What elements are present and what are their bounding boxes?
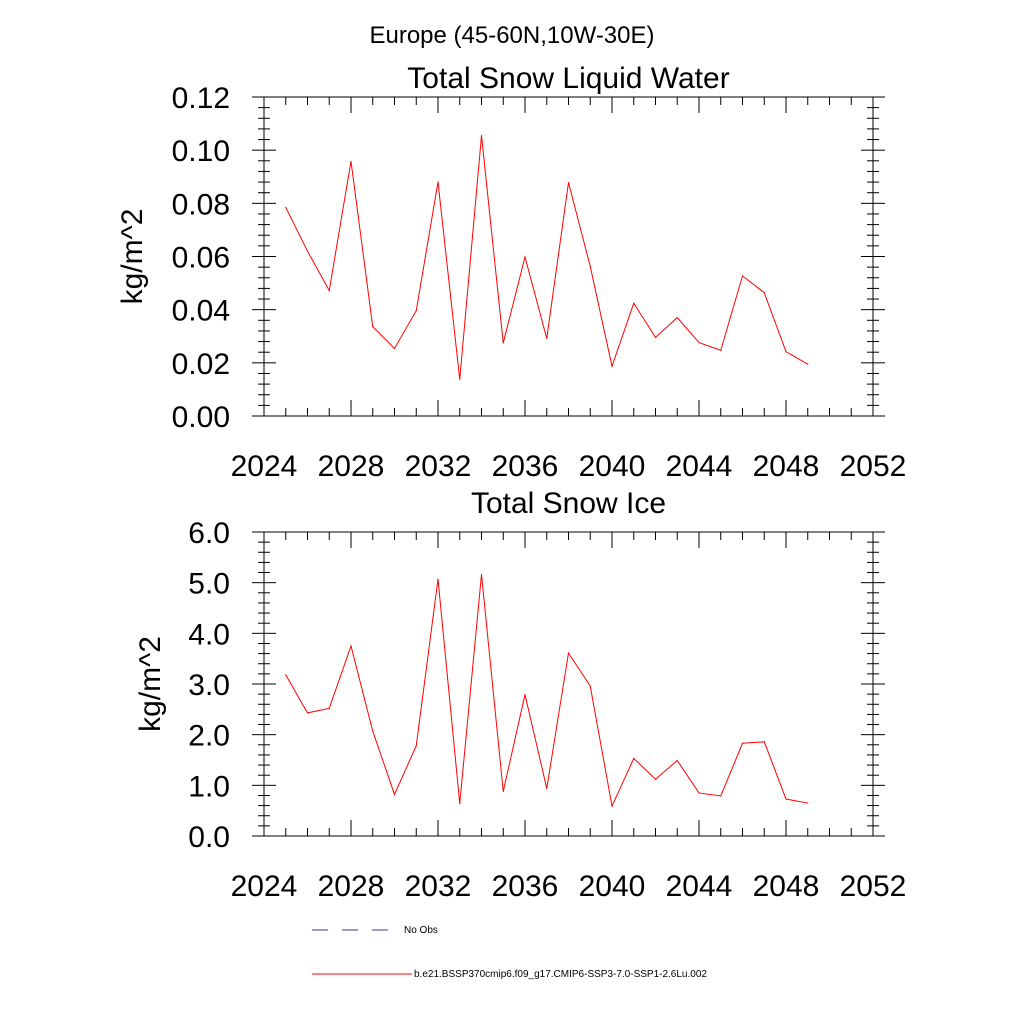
data-point <box>589 265 591 267</box>
legend-obs-label: No Obs <box>404 925 438 936</box>
x-tick-label: 2040 <box>579 450 646 483</box>
data-point <box>502 342 504 344</box>
data-point <box>698 792 700 794</box>
data-point <box>654 336 657 338</box>
y-tick-label: 4.0 <box>188 618 230 651</box>
data-point <box>328 707 330 709</box>
legend-model-label: b.e21.BSSP370cmip6.f09_g17.CMIP6-SSP3-7.… <box>414 969 707 980</box>
data-point <box>720 795 722 797</box>
data-point <box>393 347 396 350</box>
data-point <box>720 349 722 351</box>
x-tick-label: 2052 <box>840 870 907 903</box>
x-tick-label: 2052 <box>840 450 907 483</box>
data-point <box>763 741 765 743</box>
x-tick-label: 2024 <box>231 450 298 483</box>
data-point <box>502 790 504 793</box>
data-point <box>480 573 483 576</box>
y-tick-label: 0.02 <box>172 348 230 381</box>
y-tick-label: 5.0 <box>188 568 230 601</box>
x-tick-label: 2048 <box>753 450 820 483</box>
data-point <box>372 326 374 328</box>
legend: No Obs b.e21.BSSP370cmip6.f09_g17.CMIP6-… <box>312 925 707 980</box>
data-point <box>480 134 483 137</box>
data-point <box>546 337 548 339</box>
panel-snow-liquid-water: Total Snow Liquid Water kg/m^2 2024 2028 203… <box>116 62 906 483</box>
panel-snow-ice: Total Snow Ice kg/m^2 2024 2028 2032 2036 2040… <box>134 487 906 903</box>
data-point <box>393 793 396 796</box>
data-point <box>524 256 526 258</box>
data-point <box>459 802 461 805</box>
chart-title: Total Snow Ice <box>471 487 666 520</box>
data-point <box>415 310 417 312</box>
data-point <box>415 745 417 747</box>
plot-frame <box>263 96 874 417</box>
x-tick-label: 2032 <box>405 450 472 483</box>
data-point <box>698 342 700 344</box>
y-axis-label: kg/m^2 <box>116 209 149 305</box>
y-tick-label: 0.0 <box>188 821 230 854</box>
data-point <box>437 578 439 580</box>
data-point <box>437 181 439 183</box>
y-tick-label: 1.0 <box>188 770 230 803</box>
x-tick-label: 2024 <box>231 870 298 903</box>
data-point <box>785 798 787 800</box>
plot-frame <box>263 531 874 837</box>
data-point <box>807 802 809 804</box>
y-tick-label: 0.08 <box>172 188 230 221</box>
data-point <box>567 652 570 654</box>
x-tick-label: 2040 <box>579 870 646 903</box>
data-point <box>350 645 352 647</box>
data-point <box>350 160 352 162</box>
y-tick-label: 6.0 <box>188 517 230 550</box>
data-point <box>633 302 635 304</box>
data-point <box>654 778 657 780</box>
data-point <box>306 250 309 252</box>
x-tick-label: 2036 <box>492 870 559 903</box>
chart-title: Total Snow Liquid Water <box>407 62 729 95</box>
data-point <box>611 365 613 367</box>
x-tick-label: 2044 <box>666 450 733 483</box>
data-point <box>285 674 287 676</box>
data-point <box>676 759 678 762</box>
x-tick-label: 2048 <box>753 870 820 903</box>
data-point <box>328 289 330 292</box>
page-title: Europe (45-60N,10W-30E) <box>369 22 654 49</box>
data-point <box>676 317 678 319</box>
y-tick-label: 0.06 <box>172 242 230 275</box>
data-point <box>524 694 526 696</box>
data-point <box>741 742 744 744</box>
data-point <box>633 757 635 760</box>
data-point <box>306 712 309 714</box>
y-tick-label: 3.0 <box>188 669 230 702</box>
series-line <box>285 135 808 380</box>
data-point <box>611 805 613 807</box>
data-point <box>785 351 787 353</box>
x-tick-label: 2028 <box>318 450 385 483</box>
y-tick-label: 0.00 <box>172 401 230 434</box>
x-tick-label: 2028 <box>318 870 385 903</box>
data-point <box>763 292 765 294</box>
data-point <box>285 206 287 208</box>
x-tick-label: 2036 <box>492 450 559 483</box>
y-tick-label: 0.12 <box>172 82 230 115</box>
data-point <box>567 181 570 184</box>
data-point <box>546 787 548 789</box>
y-tick-label: 0.04 <box>172 295 230 328</box>
data-point <box>459 378 461 380</box>
data-point <box>589 685 591 687</box>
y-axis-label: kg/m^2 <box>134 636 167 732</box>
data-point <box>807 363 809 365</box>
data-point <box>372 730 374 732</box>
x-tick-label: 2032 <box>405 870 472 903</box>
y-tick-label: 2.0 <box>188 720 230 753</box>
y-tick-label: 0.10 <box>172 135 230 168</box>
series-line <box>285 574 808 808</box>
x-tick-label: 2044 <box>666 870 733 903</box>
data-point <box>741 275 744 277</box>
